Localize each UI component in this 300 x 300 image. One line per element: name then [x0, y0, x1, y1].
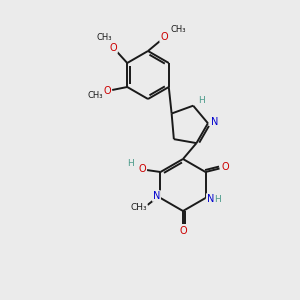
Text: O: O [103, 86, 111, 96]
Text: O: O [139, 164, 146, 174]
Text: O: O [160, 32, 168, 42]
Text: CH₃: CH₃ [88, 92, 103, 100]
Text: O: O [179, 226, 187, 236]
Text: CH₃: CH₃ [130, 203, 147, 212]
Text: N: N [207, 194, 214, 204]
Text: N: N [153, 191, 160, 201]
Text: H: H [214, 196, 221, 205]
Text: CH₃: CH₃ [170, 26, 186, 34]
Text: O: O [110, 43, 117, 53]
Text: CH₃: CH₃ [97, 34, 112, 43]
Text: H: H [198, 96, 205, 105]
Text: N: N [211, 117, 219, 127]
Text: H: H [127, 160, 134, 169]
Text: O: O [222, 162, 229, 172]
